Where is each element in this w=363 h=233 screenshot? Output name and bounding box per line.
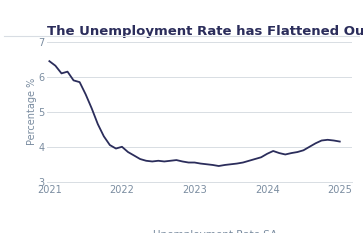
Y-axis label: Percentage %: Percentage % [27,78,37,145]
Legend: Unemployment Rate SA: Unemployment Rate SA [118,226,282,233]
Text: The Unemployment Rate has Flattened Out(1): The Unemployment Rate has Flattened Out(… [47,25,363,38]
